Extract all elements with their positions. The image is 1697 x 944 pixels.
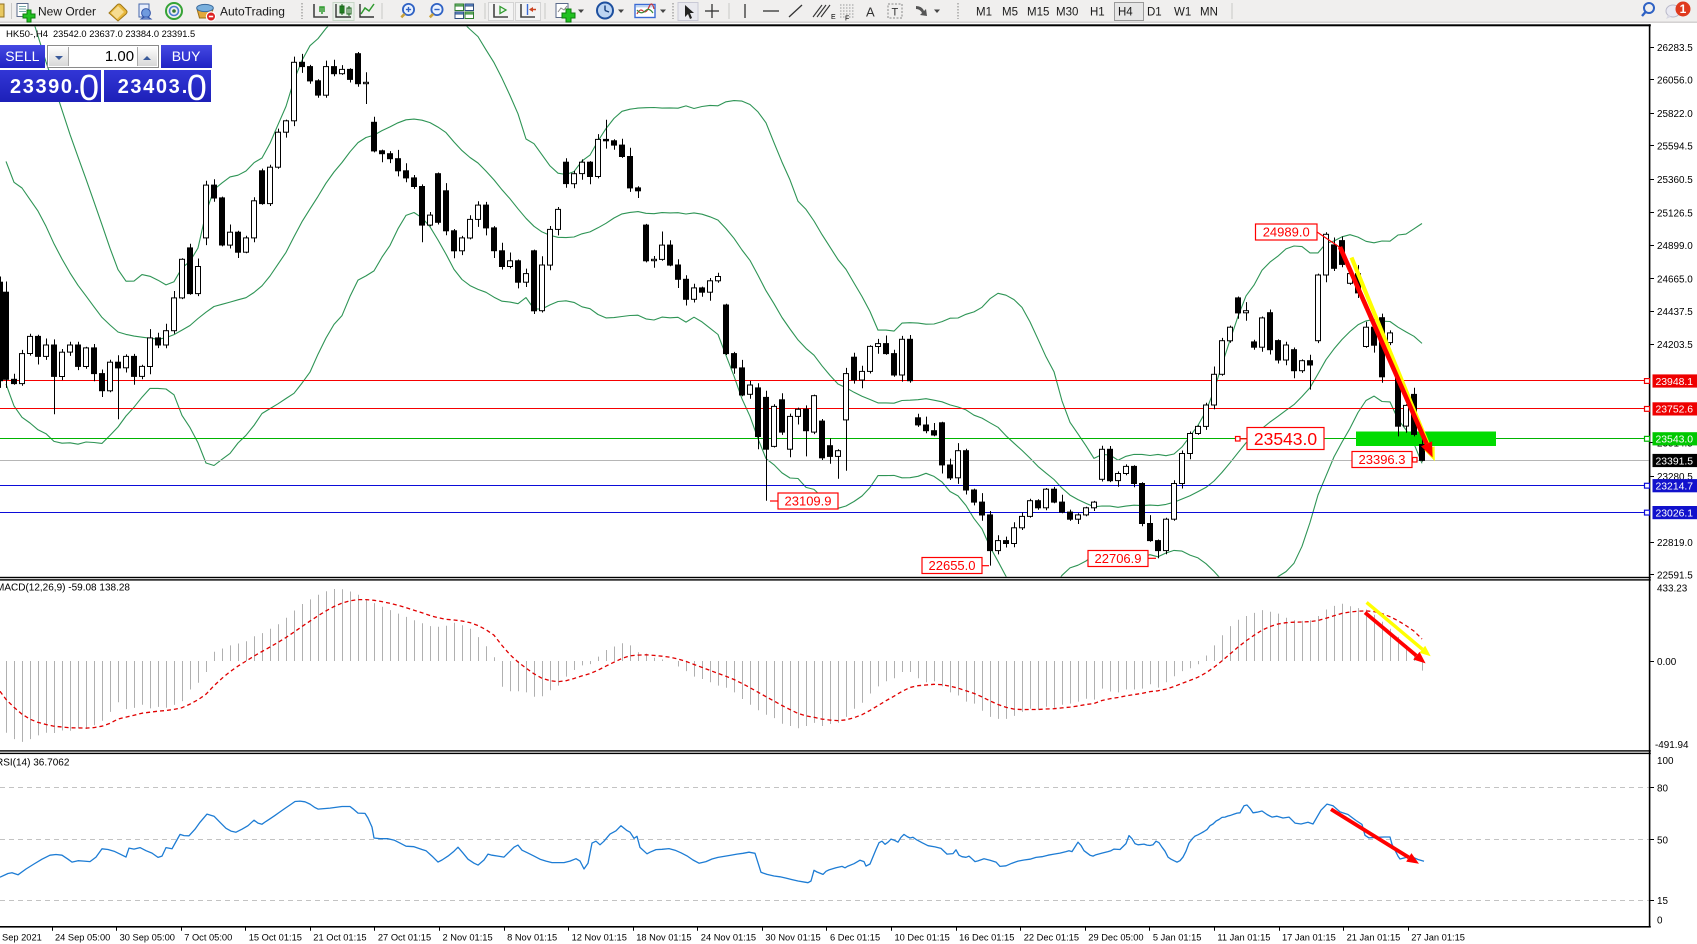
svg-text:22655.0: 22655.0	[929, 558, 976, 573]
svg-text:23542.0 23637.0 23384.0 23391.: 23542.0 23637.0 23384.0 23391.5	[53, 29, 195, 39]
svg-text:12 Nov 01:15: 12 Nov 01:15	[572, 933, 627, 943]
svg-text:2 Nov 01:15: 2 Nov 01:15	[443, 933, 493, 943]
svg-text:M30: M30	[1056, 7, 1078, 19]
svg-text:22819.0: 22819.0	[1657, 538, 1693, 549]
svg-text:W1: W1	[1174, 7, 1191, 19]
svg-text:H4: H4	[1118, 7, 1133, 19]
svg-text:21 Jan 01:15: 21 Jan 01:15	[1347, 933, 1401, 943]
svg-text:23214.7: 23214.7	[1656, 482, 1694, 493]
svg-text:0: 0	[1657, 916, 1663, 927]
svg-text:23543.0: 23543.0	[1254, 429, 1318, 449]
svg-text:24 Nov 01:15: 24 Nov 01:15	[701, 933, 756, 943]
svg-text:21 Oct 01:15: 21 Oct 01:15	[313, 933, 366, 943]
svg-text:0.00: 0.00	[1657, 657, 1677, 668]
svg-text:D1: D1	[1147, 7, 1162, 19]
svg-text:10 Dec 01:15: 10 Dec 01:15	[895, 933, 950, 943]
svg-text:23396.3: 23396.3	[1359, 452, 1406, 467]
svg-text:AutoTrading: AutoTrading	[220, 5, 285, 19]
svg-text:23026.1: 23026.1	[1656, 508, 1694, 519]
svg-text:25594.5: 25594.5	[1657, 142, 1693, 153]
svg-text:23543.0: 23543.0	[1656, 435, 1694, 446]
svg-text:22706.9: 22706.9	[1095, 551, 1142, 566]
svg-text:30 Nov 01:15: 30 Nov 01:15	[765, 933, 820, 943]
svg-text:16 Dec 01:15: 16 Dec 01:15	[959, 933, 1014, 943]
svg-text:30 Sep 05:00: 30 Sep 05:00	[120, 933, 175, 943]
svg-text:-491.94: -491.94	[1655, 740, 1689, 751]
svg-text:6 Dec 01:15: 6 Dec 01:15	[830, 933, 880, 943]
svg-text:Sep 2021: Sep 2021	[2, 933, 42, 943]
svg-text:23948.1: 23948.1	[1656, 377, 1694, 388]
svg-text:8 Nov 01:15: 8 Nov 01:15	[507, 933, 557, 943]
svg-text:15: 15	[1657, 896, 1668, 907]
svg-text:24665.0: 24665.0	[1657, 274, 1693, 285]
svg-text:RSI(14) 36.7062: RSI(14) 36.7062	[0, 757, 70, 768]
svg-text:100: 100	[1657, 756, 1674, 767]
svg-text:5 Jan 01:15: 5 Jan 01:15	[1153, 933, 1202, 943]
svg-text:A: A	[866, 5, 875, 20]
svg-text:27 Oct 01:15: 27 Oct 01:15	[378, 933, 431, 943]
svg-text:23280.5: 23280.5	[1657, 472, 1693, 483]
svg-text:27 Jan 01:15: 27 Jan 01:15	[1411, 933, 1465, 943]
svg-text:22591.5: 22591.5	[1657, 570, 1693, 581]
svg-text:50: 50	[1657, 835, 1668, 846]
svg-text:24203.5: 24203.5	[1657, 340, 1693, 351]
svg-text:25126.5: 25126.5	[1657, 208, 1693, 219]
svg-text:17 Jan 01:15: 17 Jan 01:15	[1282, 933, 1336, 943]
svg-text:M5: M5	[1002, 7, 1018, 19]
svg-text:T: T	[892, 7, 899, 19]
svg-text:25822.0: 25822.0	[1657, 109, 1693, 120]
svg-text:23391.5: 23391.5	[1656, 456, 1694, 467]
svg-text:MN: MN	[1200, 7, 1218, 19]
svg-text:26283.5: 26283.5	[1657, 43, 1693, 54]
svg-text:18 Nov 01:15: 18 Nov 01:15	[636, 933, 691, 943]
svg-text:E: E	[831, 14, 836, 21]
svg-text:New Order: New Order	[38, 5, 96, 19]
svg-text:23109.9: 23109.9	[785, 494, 832, 509]
svg-text:80: 80	[1657, 783, 1668, 794]
svg-text:1: 1	[1680, 2, 1687, 16]
svg-text:HK50-,H4: HK50-,H4	[6, 29, 49, 40]
svg-text:H1: H1	[1090, 7, 1105, 19]
svg-text:24437.5: 24437.5	[1657, 307, 1693, 318]
svg-text:22 Dec 01:15: 22 Dec 01:15	[1024, 933, 1079, 943]
svg-text:29 Dec 05:00: 29 Dec 05:00	[1088, 933, 1143, 943]
svg-text:15 Oct 01:15: 15 Oct 01:15	[249, 933, 302, 943]
svg-text:24 Sep 05:00: 24 Sep 05:00	[55, 933, 110, 943]
svg-text:24899.0: 24899.0	[1657, 241, 1693, 252]
svg-text:F: F	[845, 16, 849, 23]
svg-text:7 Oct 05:00: 7 Oct 05:00	[184, 933, 232, 943]
svg-text:433.23: 433.23	[1657, 584, 1688, 595]
svg-text:26056.0: 26056.0	[1657, 76, 1693, 87]
svg-text:11 Jan 01:15: 11 Jan 01:15	[1217, 933, 1270, 943]
svg-text:M1: M1	[976, 7, 992, 19]
svg-text:M15: M15	[1027, 7, 1049, 19]
svg-text:24989.0: 24989.0	[1263, 225, 1310, 240]
svg-text:25360.5: 25360.5	[1657, 175, 1693, 186]
svg-text:MACD(12,26,9) -59.08 138.28: MACD(12,26,9) -59.08 138.28	[0, 583, 130, 594]
svg-text:23752.6: 23752.6	[1656, 405, 1694, 416]
